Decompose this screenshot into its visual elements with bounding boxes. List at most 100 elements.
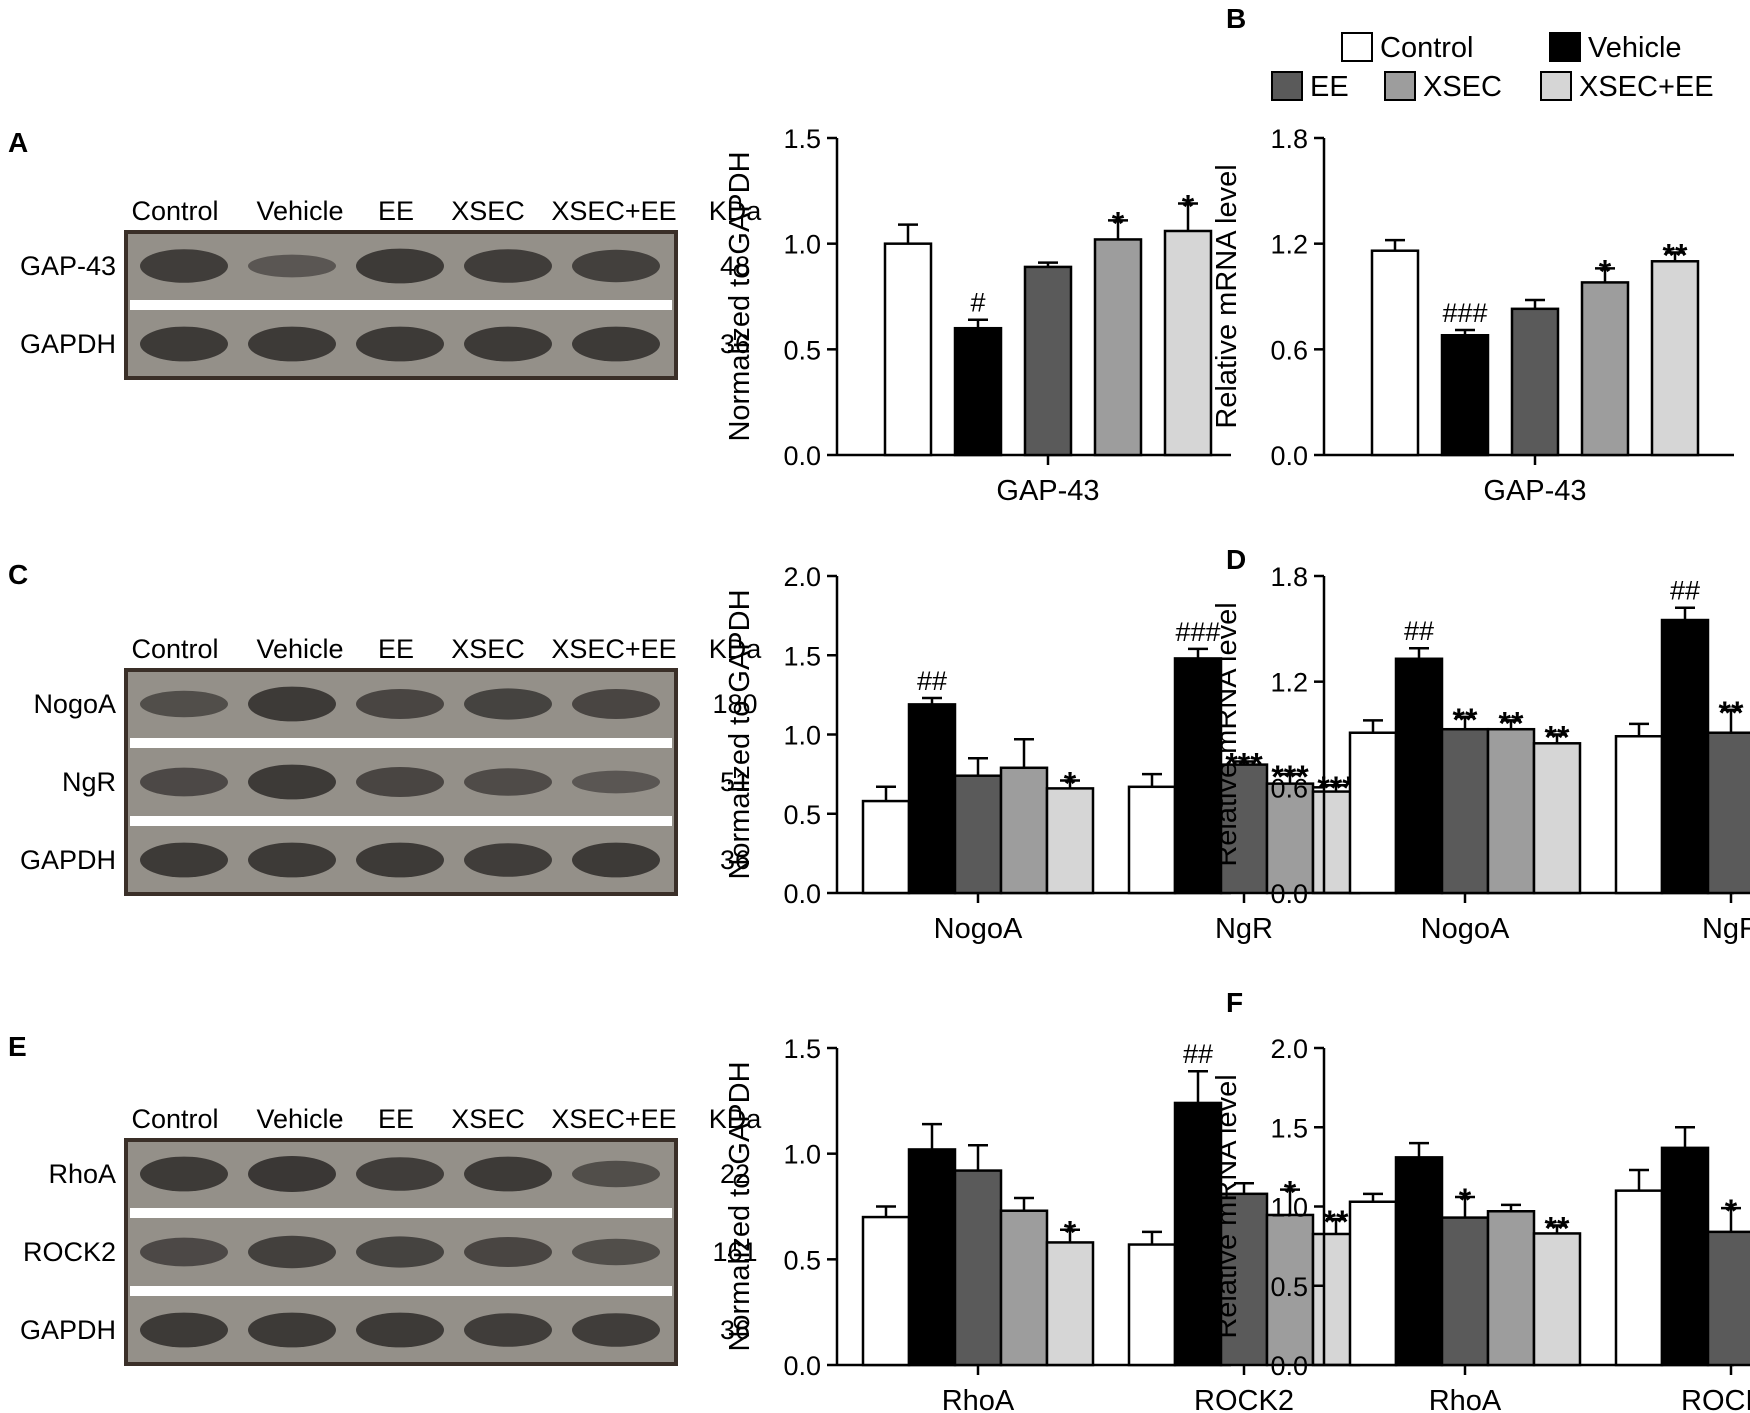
- blot-row-label-0: RhoA: [48, 1159, 116, 1189]
- blot-band: [572, 326, 660, 362]
- significance-mark: **: [1545, 1211, 1570, 1247]
- blot-separator: [130, 1208, 672, 1218]
- blot-lane-label-3: XSEC: [451, 1104, 525, 1134]
- significance-mark: *: [1599, 253, 1612, 289]
- x-category-label: ROCK2: [1681, 1385, 1750, 1413]
- y-tick-label: 1.2: [1270, 668, 1308, 698]
- bar-ee: [1510, 307, 1560, 457]
- bar-xsec: [1265, 782, 1315, 895]
- y-tick-label: 0.5: [783, 335, 821, 365]
- chart-A: 0.0 0.5 1.0 1.5 Normalized to GAPDH GAP-43 # * *: [724, 124, 1231, 507]
- x-category-label: RhoA: [942, 1385, 1015, 1413]
- x-category-label: NogoA: [934, 913, 1023, 945]
- bar-vehicle: [1394, 657, 1444, 895]
- significance-mark: *: [1064, 1215, 1077, 1251]
- y-tick-label: 0.5: [1270, 1272, 1308, 1302]
- panel-letter-f: F: [1226, 987, 1243, 1018]
- blot-row-kda-1: 36: [720, 329, 750, 359]
- y-tick-label: 1.8: [1270, 124, 1308, 154]
- blot-band: [464, 249, 552, 283]
- blot-lane-label-1: Vehicle: [256, 196, 343, 226]
- blot-band: [140, 1156, 228, 1192]
- bar-control: [883, 242, 933, 457]
- bar-control: [1348, 731, 1398, 895]
- y-tick-label: 0.0: [783, 441, 821, 471]
- bar-ee: [1219, 1192, 1269, 1367]
- bar-ee: [1023, 265, 1073, 457]
- y-tick-label: 0.5: [783, 800, 821, 830]
- bar-control: [1127, 785, 1177, 895]
- significance-mark: #: [970, 288, 985, 318]
- blot-row-kda-0: 22: [720, 1159, 750, 1189]
- blot-band: [248, 1312, 336, 1348]
- y-tick-label: 0.6: [1270, 773, 1308, 803]
- significance-mark: *: [1725, 1193, 1738, 1229]
- blot-lane-label-3: XSEC: [451, 634, 525, 664]
- blot-band: [140, 249, 228, 283]
- blot-band: [140, 1237, 228, 1267]
- legend-label-1: Vehicle: [1588, 32, 1682, 64]
- blot-lane-label-3: XSEC: [451, 196, 525, 226]
- y-tick-label: 2.0: [1270, 1034, 1308, 1064]
- bar-ee: [1440, 1216, 1490, 1367]
- blot-band: [140, 1312, 228, 1348]
- bar-vehicle: [907, 1148, 957, 1367]
- significance-mark: ##: [917, 666, 947, 696]
- bar-vehicle: [1394, 1156, 1444, 1367]
- bar-control: [1348, 1200, 1398, 1367]
- blot-row-label-1: GAPDH: [20, 329, 116, 359]
- legend-label-4: XSEC+EE: [1579, 71, 1714, 103]
- blot-E: Control Vehicle EE XSEC XSEC+EE KDa RhoA 22 ROCK…: [20, 1104, 763, 1366]
- legend-label-3: XSEC: [1423, 71, 1502, 103]
- bar-xsec: [1486, 727, 1536, 895]
- blot-row-kda-2: 36: [720, 1315, 750, 1345]
- y-tick-label: 1.0: [1270, 1193, 1308, 1223]
- bar-ee: [1440, 727, 1490, 895]
- blot-band: [572, 689, 660, 719]
- blot-band: [464, 326, 552, 362]
- blot-row-kda-1: 51: [720, 767, 750, 797]
- y-tick-label: 1.5: [783, 641, 821, 671]
- blot-row-kda-2: 36: [720, 845, 750, 875]
- y-tick-label: 0.0: [783, 1351, 821, 1381]
- legend-swatch-3: [1384, 71, 1416, 101]
- blot-separator: [130, 1286, 672, 1296]
- blot-row-label-1: ROCK2: [23, 1237, 116, 1267]
- y-axis-label: Normalized to GAPDH: [724, 151, 756, 441]
- blot-band: [248, 254, 336, 278]
- x-category-label: GAP-43: [1483, 475, 1586, 507]
- blot-band: [356, 842, 444, 878]
- y-tick-label: 1.0: [783, 1140, 821, 1170]
- x-category-label: GAP-43: [996, 475, 1099, 507]
- significance-mark: *: [1284, 1175, 1297, 1211]
- panel-letter-d: D: [1226, 544, 1246, 575]
- bar-vehicle: [1660, 1146, 1710, 1367]
- blot-band: [356, 1157, 444, 1191]
- blot-band: [248, 326, 336, 362]
- blot-kda-header: KDa: [709, 196, 763, 226]
- legend-label-0: Control: [1380, 32, 1474, 64]
- blot-band: [248, 1235, 336, 1269]
- legend: Control Vehicle EE XSEC XSEC+EE: [1271, 32, 1714, 103]
- legend-swatch-2: [1271, 71, 1303, 101]
- x-category-label: NgR: [1215, 913, 1273, 945]
- bar-control: [1614, 735, 1664, 895]
- chart-E: 0.0 0.5 1.0 1.5 Normalized to GAPDH RhoA * ROCK…: [724, 1034, 1361, 1413]
- bar-vehicle: [953, 326, 1003, 457]
- x-category-label: ROCK2: [1194, 1385, 1294, 1413]
- blot-lane-label-4: XSEC+EE: [551, 634, 676, 664]
- blot-row-label-2: GAPDH: [20, 845, 116, 875]
- bar-control: [1127, 1243, 1177, 1367]
- panel-letter-c: C: [8, 559, 28, 590]
- significance-mark: ***: [1271, 759, 1309, 795]
- bar-vehicle: [1660, 618, 1710, 895]
- significance-mark: *: [1112, 205, 1125, 241]
- blot-lane-label-1: Vehicle: [256, 634, 343, 664]
- blot-kda-header: KDa: [709, 1104, 763, 1134]
- blot-band: [464, 843, 552, 877]
- blot-band: [464, 688, 552, 720]
- bar-ee: [1706, 1230, 1750, 1367]
- bar-vehicle: [907, 703, 957, 895]
